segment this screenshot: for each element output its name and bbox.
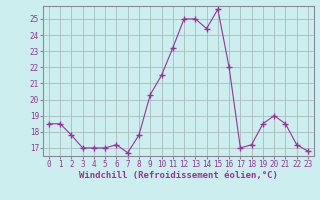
X-axis label: Windchill (Refroidissement éolien,°C): Windchill (Refroidissement éolien,°C) [79, 171, 278, 180]
